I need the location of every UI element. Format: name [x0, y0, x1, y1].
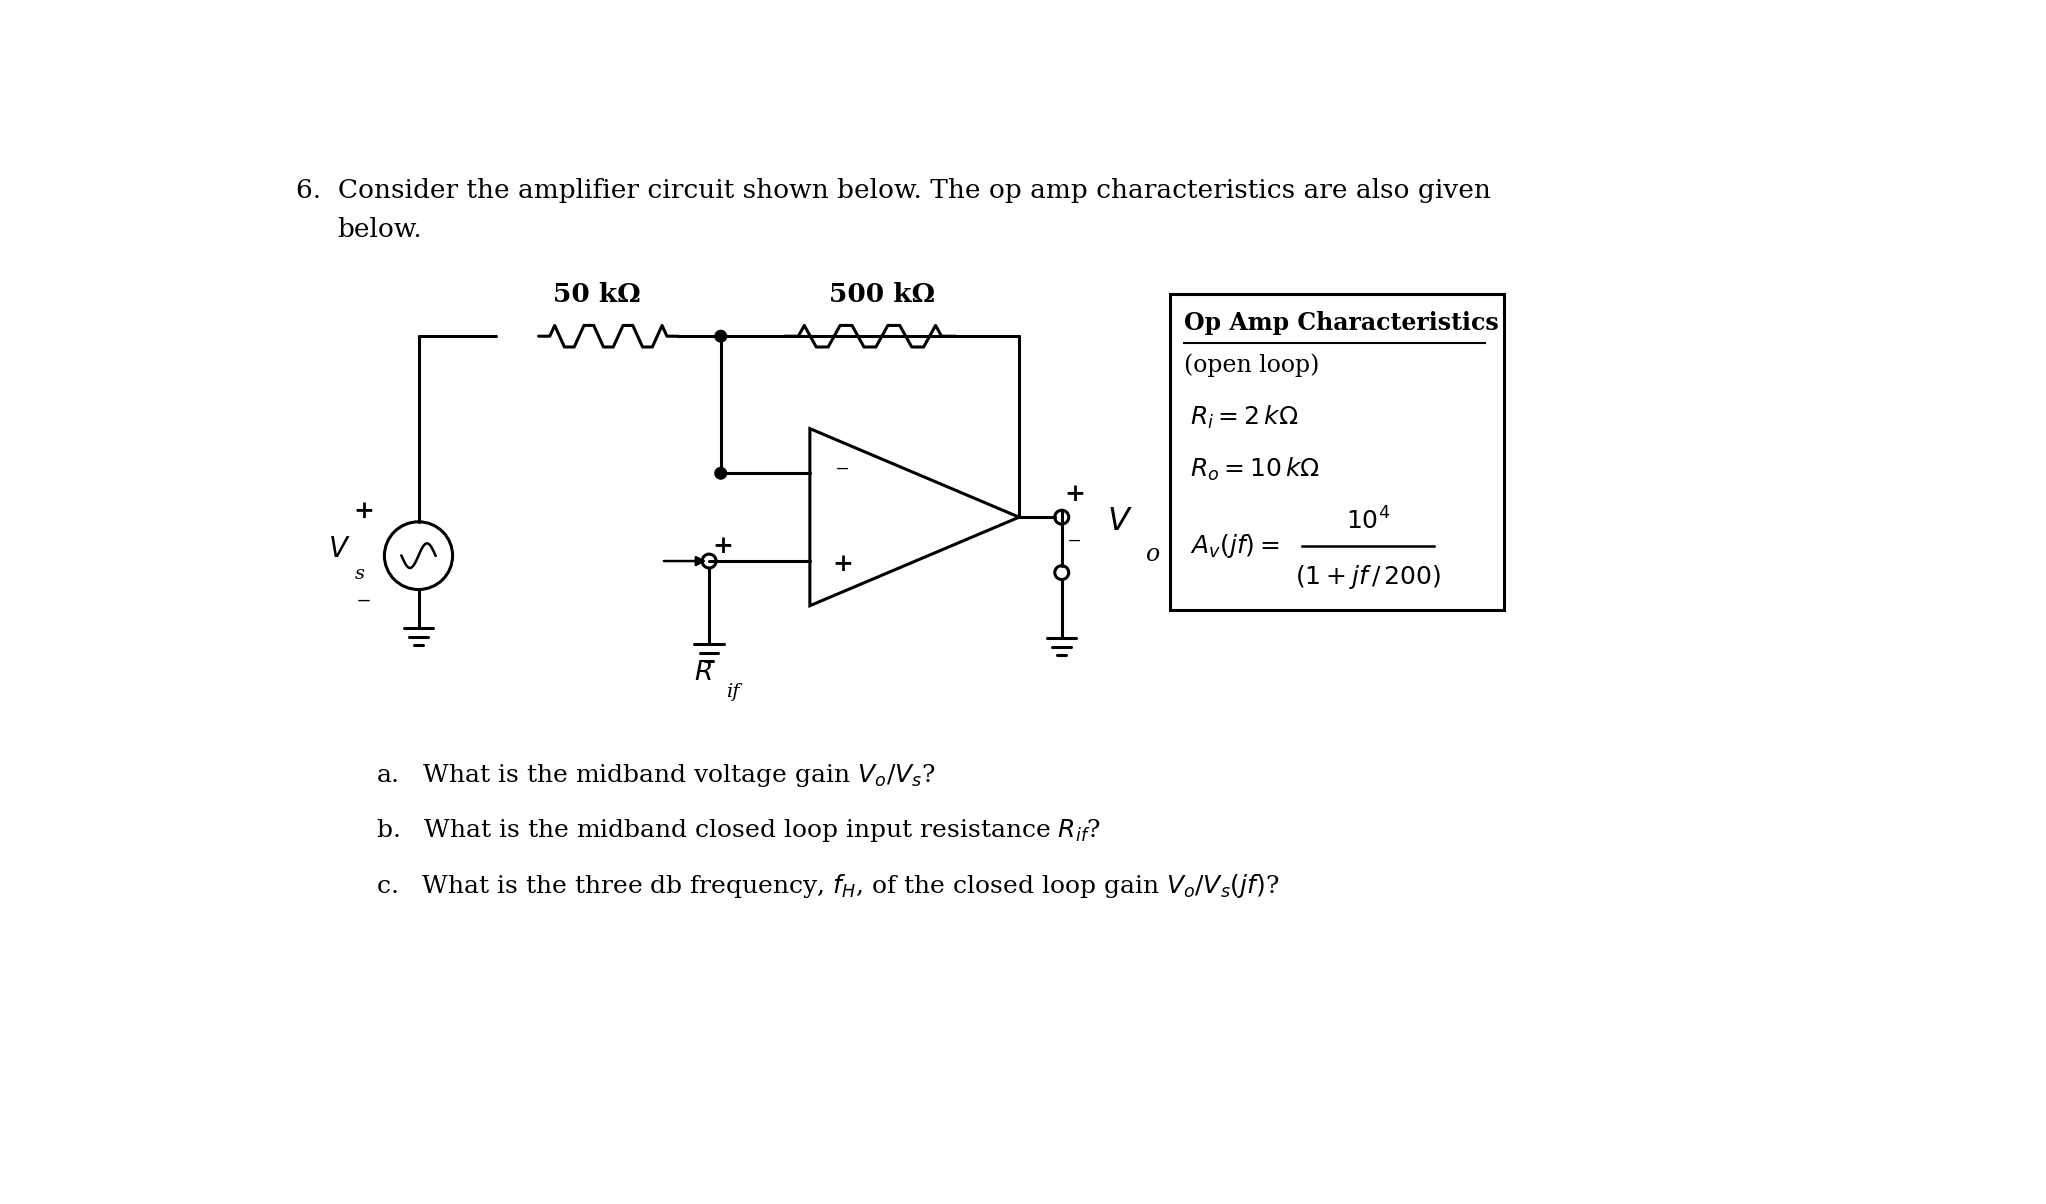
Text: if: if	[726, 683, 739, 701]
Text: $A_v(jf) =$: $A_v(jf) =$	[1191, 532, 1281, 560]
Text: –: –	[358, 586, 370, 614]
Text: c.   What is the three db frequency, $f_H$, of the closed loop gain $V_o/V_s(jf): c. What is the three db frequency, $f_H$…	[376, 872, 1279, 901]
Text: +: +	[1064, 482, 1084, 506]
Text: 6.  Consider the amplifier circuit shown below. The op amp characteristics are a: 6. Consider the amplifier circuit shown …	[297, 178, 1492, 203]
Text: $V$: $V$	[1107, 506, 1133, 537]
Text: $R_i = 2\,k\Omega$: $R_i = 2\,k\Omega$	[1191, 403, 1299, 431]
Text: 500 kΩ: 500 kΩ	[829, 282, 935, 307]
Text: –: –	[837, 456, 849, 482]
Text: $10^4$: $10^4$	[1346, 507, 1389, 535]
Text: a.   What is the midband voltage gain $V_o/V_s$?: a. What is the midband voltage gain $V_o…	[376, 762, 935, 789]
Circle shape	[714, 330, 726, 342]
Text: 50 kΩ: 50 kΩ	[552, 282, 640, 307]
Bar	[1170, 294, 1504, 609]
Text: $(1 + jf\,/\,200)$: $(1 + jf\,/\,200)$	[1295, 563, 1440, 591]
Text: $V$: $V$	[327, 536, 350, 563]
Text: $R$: $R$	[694, 660, 712, 685]
Text: (open loop): (open loop)	[1185, 353, 1320, 377]
Text: b.   What is the midband closed loop input resistance $R_{if}$?: b. What is the midband closed loop input…	[376, 818, 1101, 844]
Circle shape	[714, 467, 726, 479]
Text: $R_o = 10\,k\Omega$: $R_o = 10\,k\Omega$	[1191, 456, 1320, 483]
Text: –: –	[1068, 527, 1082, 553]
Text: o: o	[1146, 543, 1160, 566]
Text: +: +	[712, 533, 735, 557]
Text: below.: below.	[338, 217, 421, 242]
Text: s: s	[354, 565, 364, 583]
Text: Op Amp Characteristics: Op Amp Characteristics	[1185, 311, 1500, 335]
Text: +: +	[354, 498, 374, 523]
Text: +: +	[833, 553, 853, 577]
